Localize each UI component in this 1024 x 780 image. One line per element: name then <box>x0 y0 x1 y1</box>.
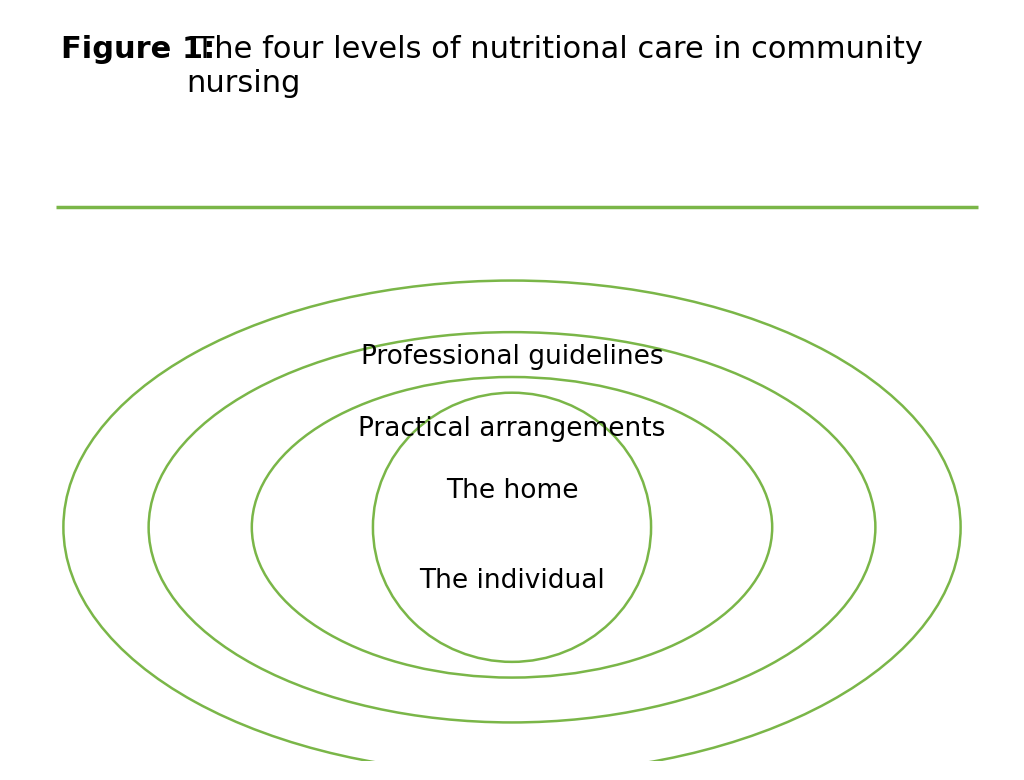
Text: Professional guidelines: Professional guidelines <box>360 344 664 370</box>
Text: The home: The home <box>445 478 579 505</box>
Text: The four levels of nutritional care in community
nursing: The four levels of nutritional care in c… <box>186 35 924 98</box>
Text: Figure 1:: Figure 1: <box>61 35 216 64</box>
Text: The individual: The individual <box>419 568 605 594</box>
Text: Practical arrangements: Practical arrangements <box>358 416 666 441</box>
